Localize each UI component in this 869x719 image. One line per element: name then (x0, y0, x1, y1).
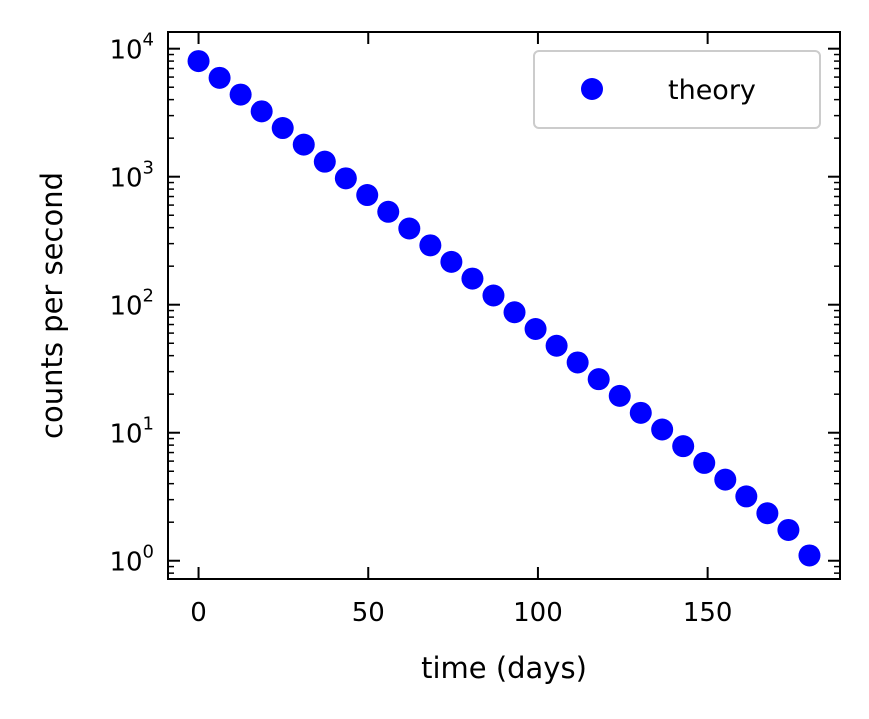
y-tick-label: 104 (109, 30, 154, 66)
data-point (208, 66, 231, 89)
data-point (271, 117, 294, 140)
x-tick-label: 0 (190, 598, 207, 628)
legend-box (533, 50, 821, 129)
y-tick-label-base: 10 (109, 292, 142, 322)
y-tick-label-base: 10 (109, 420, 142, 450)
data-point (440, 250, 463, 273)
data-point (651, 418, 674, 441)
legend-label: theory (668, 75, 756, 106)
data-point (313, 150, 336, 173)
data-point (566, 351, 589, 374)
data-point (398, 217, 421, 240)
data-point (356, 184, 379, 207)
plot-frame (167, 31, 841, 580)
y-axis-label: counts per second (35, 172, 69, 439)
data-point (503, 301, 526, 324)
data-point (229, 83, 252, 106)
data-point (587, 368, 610, 391)
y-tick-label-exponent: 1 (143, 414, 154, 435)
legend: theory (533, 50, 821, 129)
data-point (545, 334, 568, 357)
data-point (629, 401, 652, 424)
data-point (608, 384, 631, 407)
data-point (693, 451, 716, 474)
legend-marker (581, 78, 603, 100)
data-point (292, 133, 315, 156)
data-point (798, 544, 821, 567)
y-tick-label-exponent: 0 (143, 542, 154, 563)
x-tick-label: 150 (683, 598, 733, 628)
data-point (524, 318, 547, 341)
data-points (187, 50, 821, 567)
data-point (187, 50, 210, 73)
y-tick-label: 102 (109, 286, 154, 322)
x-tick-label: 50 (352, 598, 385, 628)
data-point (377, 200, 400, 223)
data-point (250, 100, 273, 123)
y-tick-label: 100 (109, 542, 154, 578)
data-point (334, 167, 357, 190)
y-tick-label-base: 10 (109, 36, 142, 66)
data-point (419, 234, 442, 257)
data-point (735, 485, 758, 508)
data-point (777, 518, 800, 541)
y-tick-label-exponent: 4 (143, 30, 154, 51)
y-tick-label: 101 (109, 414, 154, 450)
x-axis-label: time (days) (421, 651, 587, 685)
y-tick-label-base: 10 (109, 548, 142, 578)
y-tick-label-exponent: 3 (143, 158, 154, 179)
y-tick-label-exponent: 2 (143, 286, 154, 307)
data-point (756, 502, 779, 525)
y-tick-label-base: 10 (109, 164, 142, 194)
x-tick-label: 100 (513, 598, 563, 628)
y-tick-label: 103 (109, 158, 154, 194)
data-point (461, 267, 484, 290)
data-point (714, 468, 737, 491)
data-point (482, 284, 505, 307)
data-point (672, 435, 695, 458)
